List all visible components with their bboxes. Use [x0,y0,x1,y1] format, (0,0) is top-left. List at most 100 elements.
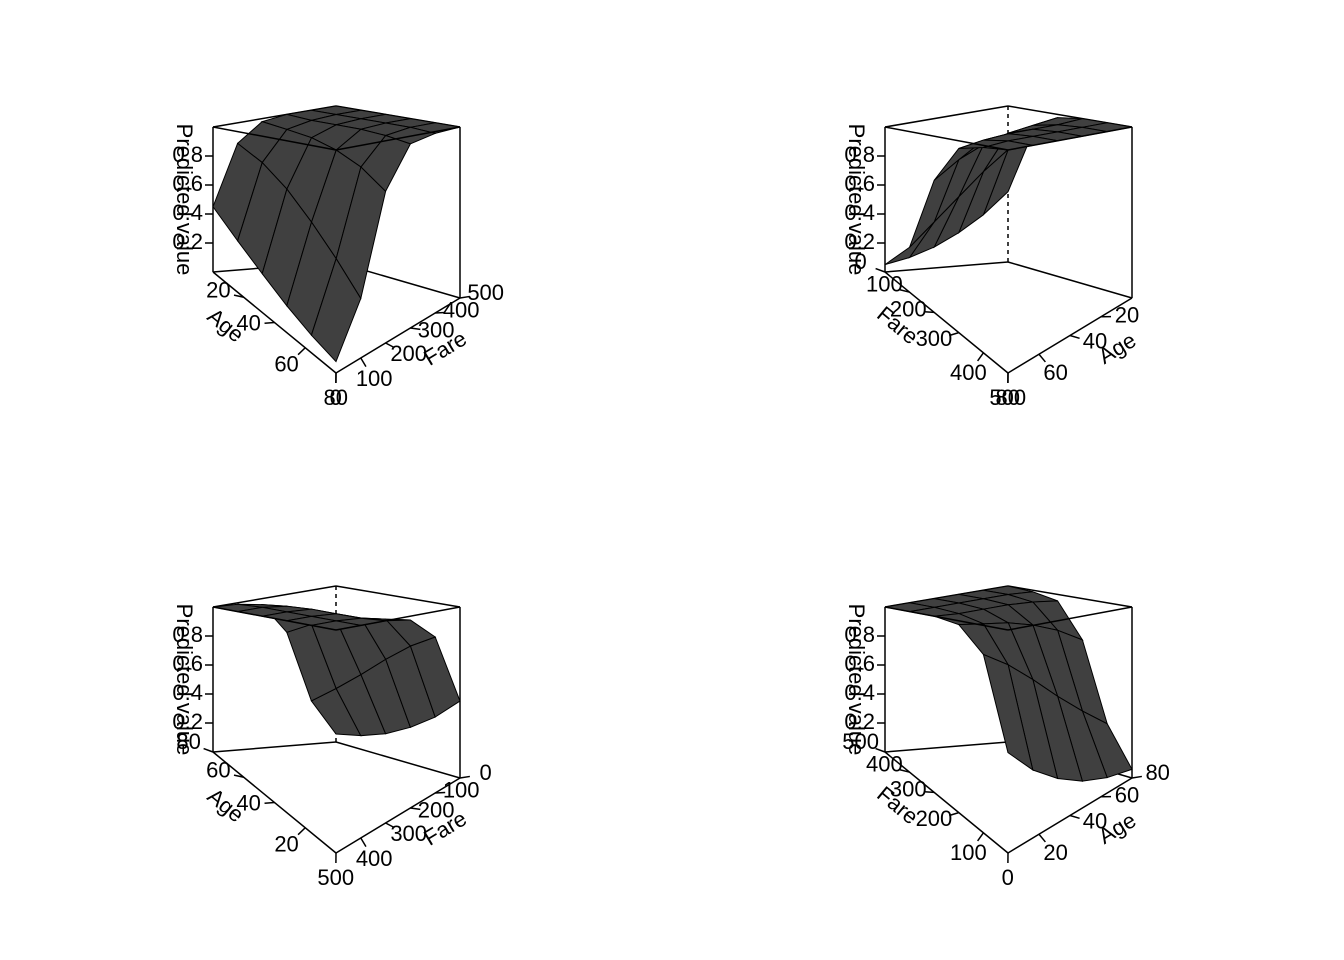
tick-label: 20 [1043,840,1067,865]
tick-label: 0.2 [844,709,875,734]
tick-label: 200 [916,806,953,831]
z-axis-label: Predicted value [172,124,197,276]
tick-label: 0 [330,385,342,410]
box-edge [335,606,461,631]
z-axis-label: Predicted value [844,124,869,276]
tick-label: 0.4 [172,200,203,225]
tick-label: 40 [236,310,260,335]
tick-mark [264,801,275,805]
tick-label: 20 [1115,302,1139,327]
tick-mark [385,822,395,829]
box-edge [884,741,1009,753]
tick-label: 100 [950,840,987,865]
tick-label: 0.2 [172,709,203,734]
tick-mark [976,832,985,842]
tick-mark [360,837,367,847]
tick-mark [410,327,421,331]
tick-label: 100 [356,366,393,391]
box-edge [884,271,1009,374]
tick-label: 20 [206,278,230,303]
tick-label: 80 [996,385,1020,410]
tick-label: 80 [1145,760,1169,785]
tick-mark [459,295,470,299]
tick-mark [233,294,244,298]
tick-mark [385,342,395,349]
tick-mark [976,352,985,362]
tick-label: 300 [418,317,455,342]
tick-label: 400 [443,298,480,323]
tick-label: 0.8 [844,622,875,647]
tick-label: 400 [866,752,903,777]
tick-label: 80 [324,385,348,410]
tick-mark [233,774,244,778]
box-edge [212,606,337,631]
tick-label: 400 [950,360,987,385]
z-axis-label: Predicted value [844,604,869,756]
tick-label: 500 [467,280,504,305]
tick-label: 0.2 [844,229,875,254]
tick-label: 200 [390,341,427,366]
tick-label: 80 [176,729,200,754]
tick-label: 0.6 [844,651,875,676]
box-edge [212,741,337,753]
tick-label: 60 [206,758,230,783]
tick-mark [949,331,960,337]
tick-label: 200 [418,797,455,822]
tick-label: 60 [1043,360,1067,385]
box-edge [212,585,337,608]
tick-mark [264,321,275,325]
box-edge [884,105,1009,128]
box-edge [212,126,337,151]
tick-mark [297,347,306,356]
tick-label: 0.4 [844,200,875,225]
z-axis-label: Predicted value [172,604,197,756]
box-edge [1007,585,1133,608]
tick-mark [297,827,306,836]
surface-facet [982,653,1034,772]
tick-mark [410,807,421,811]
tick-label: 300 [390,821,427,846]
tick-label: 0.8 [172,142,203,167]
tick-label: 500 [842,729,879,754]
tick-mark [949,811,960,817]
tick-label: 60 [274,352,298,377]
tick-label: 0.4 [172,680,203,705]
tick-label: 0 [854,249,866,274]
tick-mark [459,775,470,779]
tick-label: 500 [989,385,1026,410]
box-edge [1007,126,1133,151]
tick-label: 0 [480,760,492,785]
tick-label: 0.6 [172,651,203,676]
tick-label: 300 [890,776,927,801]
tick-mark [899,288,910,293]
tick-label: 40 [1083,329,1107,354]
box-edge [335,297,461,374]
tick-label: 0.8 [844,142,875,167]
tick-label: 0.2 [172,229,203,254]
tick-mark [875,267,886,273]
tick-mark [360,357,367,367]
tick-mark [899,768,910,773]
tick-mark [924,790,935,794]
box-edge [335,777,461,854]
tick-label: 0.6 [172,171,203,196]
box-edge [884,606,1009,631]
box-edge [884,126,1009,151]
tick-label: 60 [1115,782,1139,807]
surface-facet [310,257,362,363]
tick-mark [924,310,935,314]
tick-mark [875,747,886,753]
tick-label: 400 [356,846,393,871]
tick-label: 0.6 [844,171,875,196]
box-edge [1007,261,1133,299]
box-edge [884,261,1009,273]
tick-label: 0.4 [844,680,875,705]
tick-label: 40 [1083,809,1107,834]
tick-mark [1069,814,1080,820]
tick-label: 200 [890,296,927,321]
tick-label: 100 [866,272,903,297]
box-edge [884,751,1009,854]
box-edge [335,126,461,151]
tick-mark [1038,353,1046,363]
